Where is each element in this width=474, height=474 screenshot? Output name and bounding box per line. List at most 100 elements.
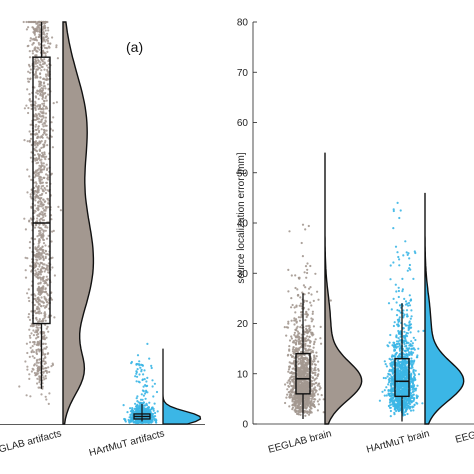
data-point — [43, 62, 46, 65]
data-point — [412, 409, 415, 412]
data-point — [313, 354, 316, 357]
data-point — [41, 111, 44, 114]
data-point — [28, 139, 31, 142]
data-point — [395, 403, 398, 406]
data-point — [314, 398, 317, 401]
data-point — [305, 325, 308, 328]
data-point — [29, 195, 32, 198]
data-point — [34, 104, 37, 107]
data-point — [396, 345, 400, 348]
data-point — [38, 30, 42, 34]
data-point — [37, 206, 40, 209]
data-point — [41, 33, 45, 36]
data-point — [409, 392, 413, 395]
data-point — [297, 340, 300, 343]
data-point — [53, 316, 56, 319]
data-point — [32, 30, 35, 34]
data-point — [394, 283, 397, 286]
data-point — [31, 49, 34, 53]
data-point — [388, 406, 392, 409]
data-point — [299, 384, 302, 387]
data-point — [38, 67, 41, 70]
data-point — [34, 157, 37, 161]
data-point — [386, 375, 389, 378]
data-point — [403, 393, 406, 396]
data-point — [134, 420, 137, 423]
data-point — [33, 33, 37, 36]
data-point — [128, 416, 131, 419]
data-point — [394, 345, 397, 348]
data-point — [56, 57, 60, 60]
data-point — [317, 403, 320, 406]
violin-hartmut-brain — [424, 192, 465, 425]
data-point — [387, 381, 391, 384]
data-point — [30, 332, 33, 335]
data-point — [46, 50, 49, 54]
data-point — [293, 333, 296, 336]
data-point — [290, 355, 294, 358]
data-point — [299, 408, 302, 411]
data-point — [139, 398, 143, 401]
data-point — [403, 330, 406, 333]
data-point — [403, 342, 406, 346]
data-point — [44, 256, 47, 260]
data-point — [314, 371, 317, 374]
data-point — [51, 266, 54, 269]
data-point — [39, 282, 42, 285]
data-point — [46, 206, 50, 209]
data-point — [41, 300, 44, 303]
data-point — [50, 240, 53, 243]
data-point — [293, 359, 296, 362]
data-point — [317, 360, 320, 363]
data-point — [135, 363, 138, 366]
data-point — [417, 373, 421, 376]
data-point — [307, 348, 310, 351]
data-point — [42, 352, 45, 355]
data-point — [300, 354, 303, 357]
data-point — [417, 347, 420, 350]
data-point — [385, 394, 388, 397]
data-point — [405, 251, 408, 254]
data-point — [42, 256, 45, 259]
data-point — [298, 332, 301, 335]
data-point — [45, 99, 48, 102]
data-point — [26, 140, 29, 143]
data-point — [306, 271, 309, 275]
data-point — [398, 369, 401, 372]
data-point — [36, 217, 39, 220]
data-point — [301, 255, 304, 258]
data-point — [46, 26, 50, 29]
data-point — [31, 52, 34, 55]
data-point — [398, 344, 401, 347]
data-point — [41, 168, 44, 171]
data-point — [312, 358, 315, 361]
data-point — [397, 398, 400, 401]
data-point — [297, 386, 301, 389]
data-point — [312, 387, 315, 390]
data-point — [39, 273, 43, 276]
left-panel — [0, 20, 205, 425]
data-point — [391, 398, 394, 401]
data-point — [307, 413, 311, 416]
data-point — [288, 230, 291, 233]
data-point — [293, 319, 296, 322]
data-point — [397, 295, 400, 299]
data-point — [299, 410, 302, 413]
data-point — [45, 336, 48, 339]
data-point — [298, 338, 301, 341]
data-point — [41, 36, 45, 39]
data-point — [138, 373, 141, 376]
data-point — [139, 366, 142, 369]
data-point — [295, 327, 298, 330]
data-point — [305, 311, 308, 314]
data-point — [34, 128, 37, 131]
data-point — [37, 386, 40, 389]
data-point — [39, 76, 42, 79]
data-point — [40, 128, 43, 131]
data-point — [42, 162, 45, 165]
data-point — [37, 112, 40, 115]
data-point — [46, 268, 50, 272]
data-point — [34, 108, 37, 112]
data-point — [290, 306, 293, 309]
data-point — [293, 352, 296, 355]
